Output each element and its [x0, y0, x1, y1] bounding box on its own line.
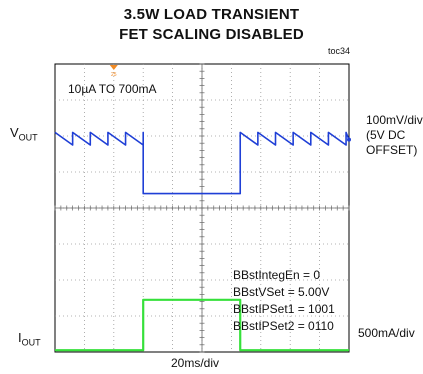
vout-channel-label: VOUT: [10, 125, 38, 143]
setting-line: BBstIPSet1 = 1001: [233, 302, 335, 316]
settings-block: BBstIntegEn = 0 BBstVSet = 5.00V BBstIPS…: [233, 267, 335, 335]
condition-label: 10µA TO 700mA: [68, 82, 157, 96]
trigger-marker-label: 25: [111, 72, 117, 78]
iout-scale-label: 500mA/div: [358, 326, 415, 340]
chart-subtitle: FET SCALING DISABLED: [119, 26, 304, 43]
setting-line: BBstIntegEn = 0: [233, 268, 321, 282]
chart-title: 3.5W LOAD TRANSIENT: [123, 6, 300, 23]
setting-line: BBstVSet = 5.00V: [233, 285, 330, 299]
x-axis-label: 20ms/div: [171, 356, 220, 370]
setting-line: BBstIPSet2 = 0110: [233, 319, 334, 333]
figure-id: toc34: [328, 46, 351, 56]
trigger-marker-icon: [109, 65, 118, 70]
trace-vout: [54, 131, 350, 195]
iout-channel-label: IOUT: [18, 330, 41, 348]
vout-scale-label: 100mV/div (5V DC OFFSET): [366, 113, 423, 157]
trace-end-marker: [347, 137, 351, 142]
trace-iout: [55, 298, 349, 352]
